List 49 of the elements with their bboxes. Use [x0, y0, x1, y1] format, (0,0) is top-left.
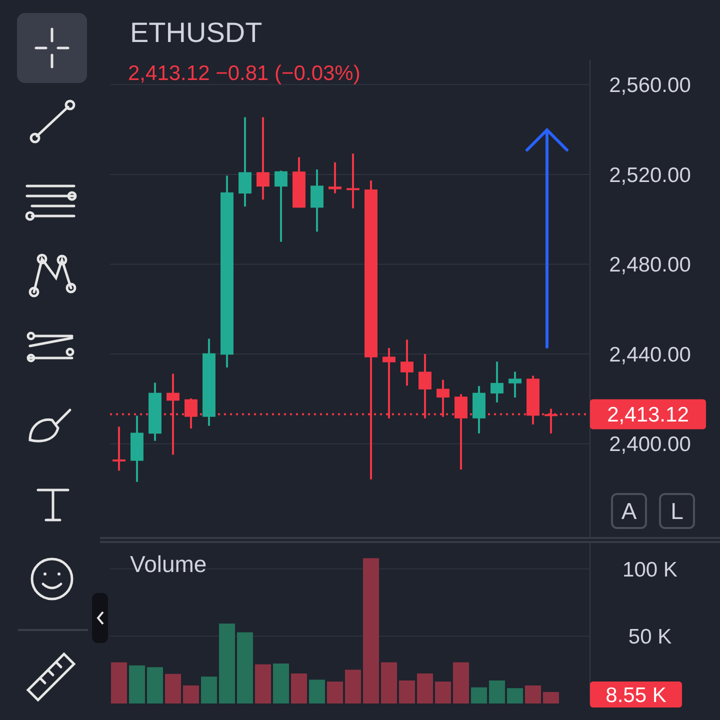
bar [327, 682, 343, 704]
candlestick [112, 426, 126, 472]
chart-subtitle: 2,413.12 −0.81 (−0.03%) [128, 62, 360, 85]
bar [525, 685, 541, 704]
bar [147, 667, 163, 704]
candlestick [400, 338, 414, 387]
ref-line-label: 2,413.12 [607, 404, 689, 427]
candlestick [328, 161, 342, 194]
bar [129, 665, 145, 704]
bar [201, 676, 217, 704]
text: L [670, 498, 684, 524]
bar [291, 673, 307, 704]
candlestick [238, 116, 252, 208]
bar [111, 662, 127, 704]
bar [309, 680, 325, 704]
bar [237, 632, 253, 704]
chart-title: Volume [130, 551, 207, 577]
bar [507, 688, 523, 704]
y-tick-label: 2,440.00 [609, 343, 691, 366]
candlestick [508, 370, 522, 399]
candlestick [346, 152, 360, 210]
y-tick-label: 2,520.00 [609, 164, 691, 187]
bar [345, 670, 361, 704]
candlestick [310, 168, 324, 233]
bar [417, 673, 433, 704]
bar [471, 687, 487, 704]
y-tick-label: 50 K [628, 626, 672, 649]
candlestick [256, 116, 270, 201]
bar [489, 680, 505, 704]
text: 8.55 K [606, 684, 666, 707]
bar [543, 692, 559, 704]
bar [453, 662, 469, 704]
bar [399, 680, 415, 704]
text: A [621, 498, 638, 524]
bar [255, 664, 271, 704]
bar [435, 682, 451, 704]
chart-title: ETHUSDT [130, 17, 262, 48]
bar [381, 662, 397, 704]
y-tick-label: 2,560.00 [609, 74, 691, 98]
bar [273, 664, 289, 704]
bar [183, 685, 199, 704]
y-tick-label: 2,480.00 [609, 254, 691, 277]
y-tick-label: 2,400.00 [609, 433, 691, 456]
candlestick [274, 170, 288, 243]
candlestick [490, 360, 504, 404]
bar [363, 558, 379, 704]
y-tick-label: 100 K [622, 558, 678, 582]
bar [165, 674, 181, 704]
bar [219, 624, 235, 704]
